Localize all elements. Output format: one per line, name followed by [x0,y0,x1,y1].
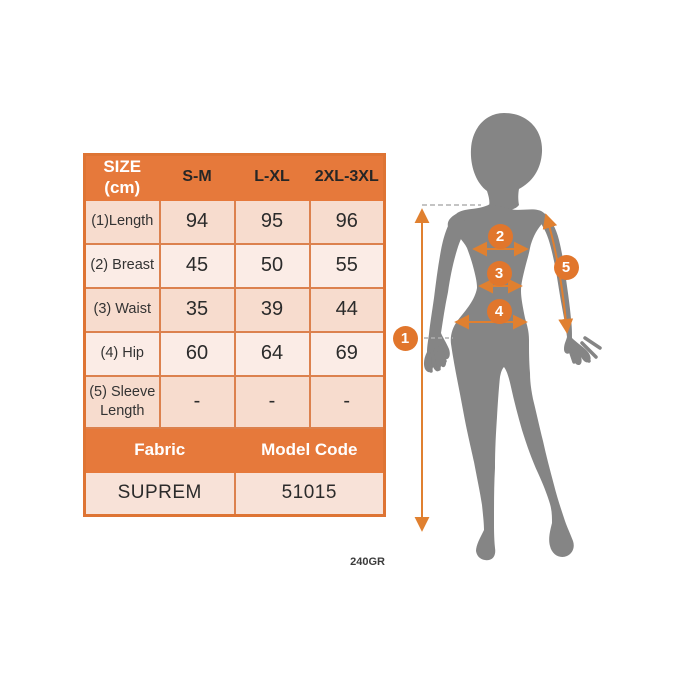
row-label-breast: (2) Breast [83,242,161,289]
cell-hip-s-m: 60 [158,330,236,377]
cell-sleeve-s-m: - [158,374,236,429]
cell-breast-l-xl: 50 [233,242,311,289]
cell-sleeve-2xl-3xl: - [308,374,386,429]
table-header-row: SIZE (cm) S-M L-XL 2XL-3XL [83,153,386,201]
row-label-hip: (4) Hip [83,330,161,377]
column-header-s-m: S-M [158,153,236,201]
column-header-l-xl: L-XL [233,153,311,201]
model-code-header-cell: Model Code [233,426,386,473]
size-table: SIZE (cm) S-M L-XL 2XL-3XL (1)Length 94 … [83,153,386,517]
cell-hip-2xl-3xl: 69 [308,330,386,377]
cell-sleeve-l-xl: - [233,374,311,429]
table-row-breast: (2) Breast 45 50 55 [83,242,386,289]
cell-length-l-xl: 95 [233,198,311,245]
info-header-row: Fabric Model Code [83,426,386,473]
row-label-length: (1)Length [83,198,161,245]
table-row-waist: (3) Waist 35 39 44 [83,286,386,333]
measure-marker-5: 5 [553,254,579,280]
cell-waist-s-m: 35 [158,286,236,333]
row-label-sleeve-length: (5) Sleeve Length [83,374,161,429]
measure-marker-4: 4 [486,298,512,324]
info-value-row: SUPREM 51015 [83,470,386,517]
fabric-value-cell: SUPREM [83,470,236,517]
cell-waist-l-xl: 39 [233,286,311,333]
model-code-value-cell: 51015 [233,470,386,517]
hand-fingers [427,336,602,373]
table-row-hip: (4) Hip 60 64 69 [83,330,386,377]
fabric-header-cell: Fabric [83,426,236,473]
cell-waist-2xl-3xl: 44 [308,286,386,333]
cell-length-s-m: 94 [158,198,236,245]
table-row-sleeve-length: (5) Sleeve Length - - - [83,374,386,429]
measure-marker-1: 1 [392,325,418,351]
weight-footnote: 240GR [350,556,385,568]
cell-breast-2xl-3xl: 55 [308,242,386,289]
woman-silhouette-icon [423,113,602,561]
size-header-cell: SIZE (cm) [83,153,161,201]
measure-marker-2: 2 [487,223,513,249]
cell-breast-s-m: 45 [158,242,236,289]
measurement-diagram [414,113,602,561]
cell-hip-l-xl: 64 [233,330,311,377]
cell-length-2xl-3xl: 96 [308,198,386,245]
column-header-2xl-3xl: 2XL-3XL [308,153,386,201]
measure-marker-3: 3 [486,260,512,286]
table-row-length: (1)Length 94 95 96 [83,198,386,245]
row-label-waist: (3) Waist [83,286,161,333]
